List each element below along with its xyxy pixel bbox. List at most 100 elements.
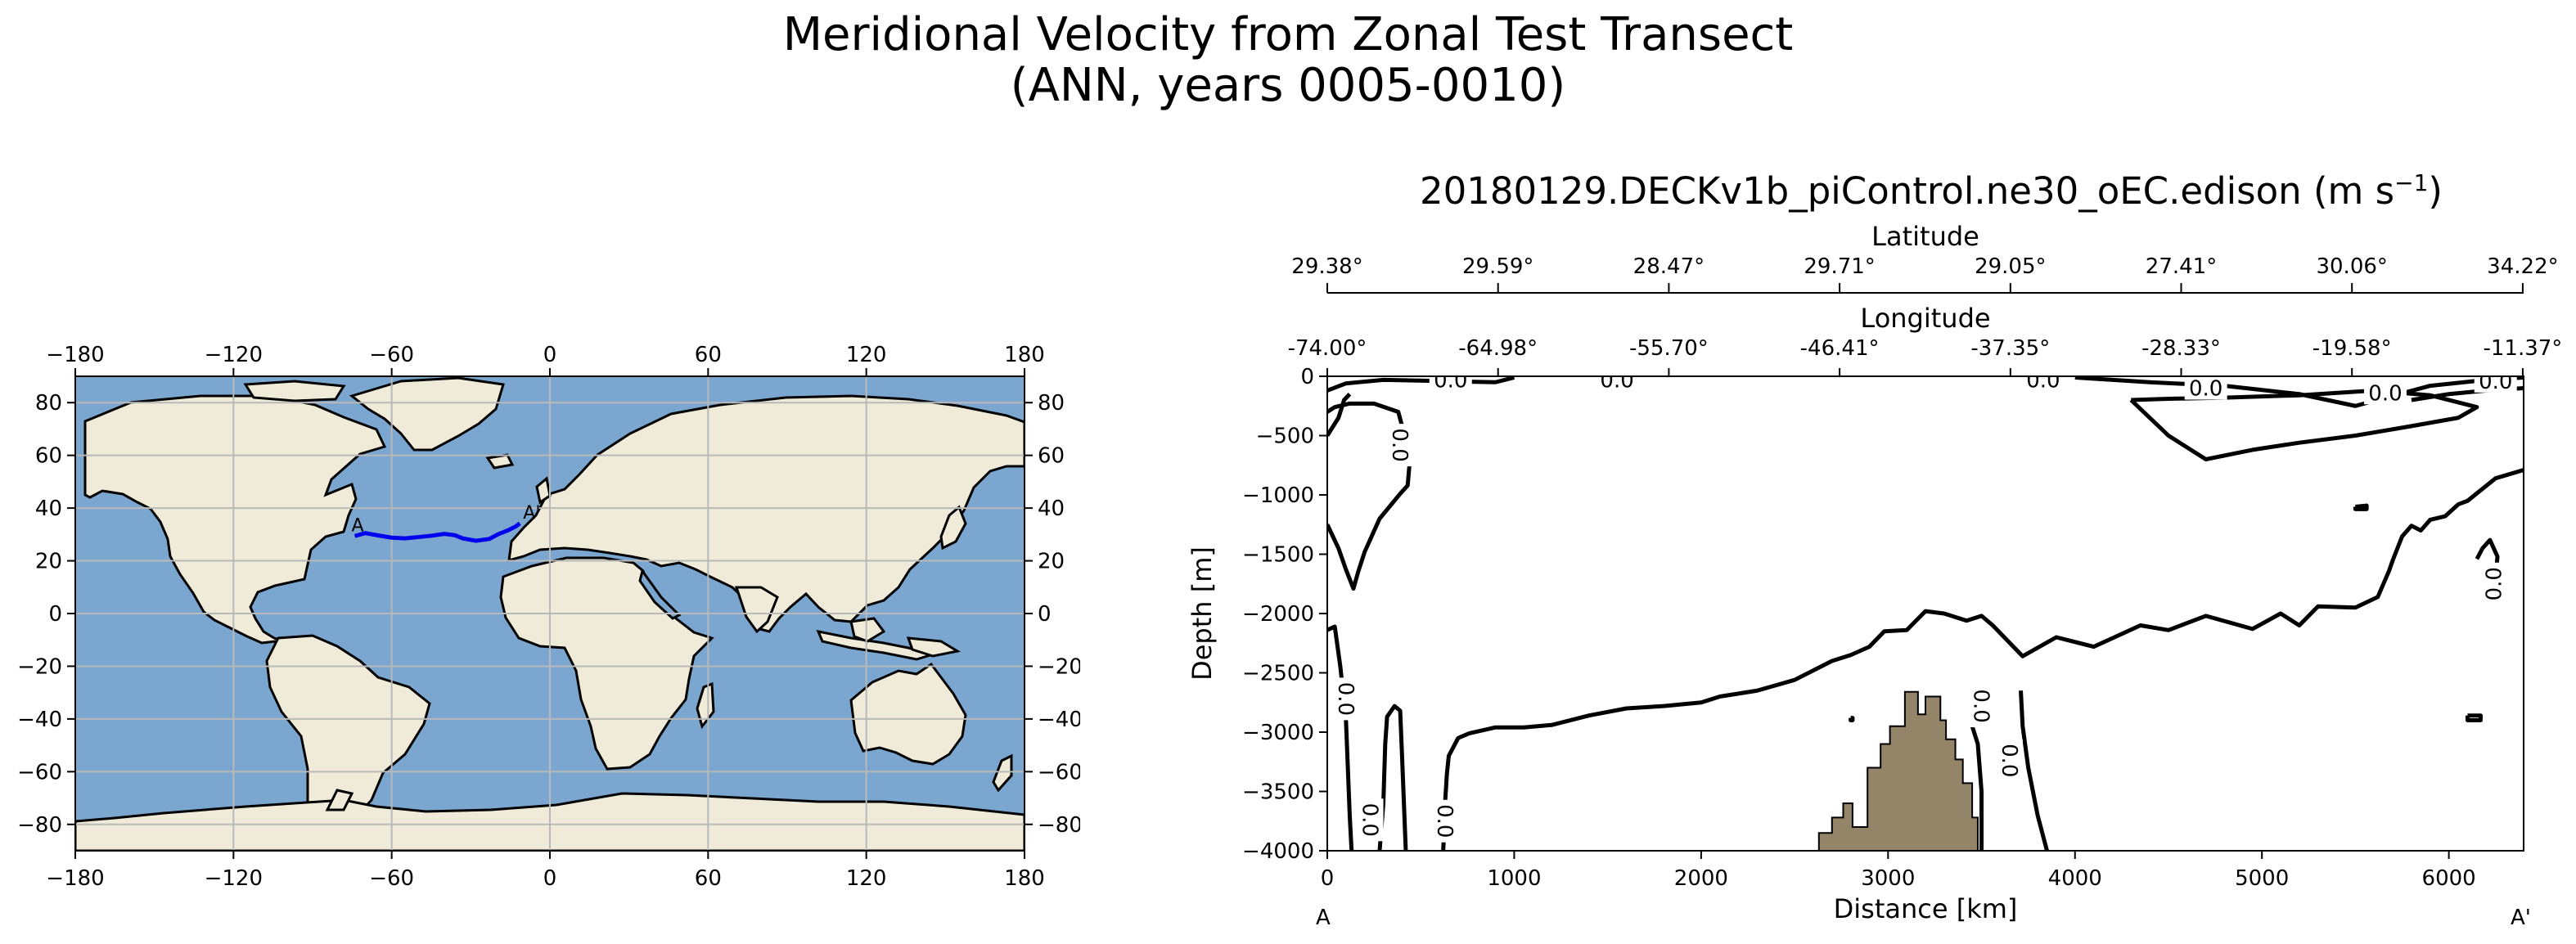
figure-title-line2: (ANN, years 0005-0010) [1010, 59, 1566, 112]
contour-label: 0.0 [1429, 368, 1472, 393]
longitude-tick-label: -64.98° [1458, 336, 1538, 361]
depth-tick-label: −2000 [1242, 602, 1314, 627]
latitude-ticks: 29.38° 29.59° 28.47° 29.71° 29.05° 27.41° 30.0… [1291, 254, 2559, 293]
small-eddy-2 [2465, 713, 2483, 722]
velocity-contours [1327, 376, 2524, 851]
contour-label: 0.0 [1596, 376, 1639, 393]
land-greenland [349, 376, 505, 452]
contour-label-bg [1389, 424, 1414, 467]
land-japan [939, 505, 967, 551]
latitude-tick-label: 28.47° [1633, 254, 1705, 279]
map-y-tick-label-right: −40 [1038, 708, 1080, 732]
latitude-tick-label: 29.59° [1462, 254, 1533, 279]
contour-label: 0.0 [1387, 424, 1414, 467]
x-axis-label: Distance [km] [1834, 893, 2018, 924]
contour-label-text: 0.0 [2368, 381, 2402, 406]
map-axis-ticks: −180 −180 −120 −120 −60 −60 0 0 60 60 120 120 180 180… [17, 343, 1080, 891]
chart-title: 20180129.DECKv1b_piControl.ne30_oEC.edis… [1326, 160, 2537, 214]
map-y-tick-label-left: 0 [48, 602, 62, 627]
contour-label-text: 0.0 [2026, 368, 2060, 393]
contour-label-text: 0.0 [1434, 368, 1467, 393]
depth-tick-label: −4000 [1242, 839, 1314, 864]
distance-tick-label: 2000 [1674, 866, 1728, 891]
map-y-tick-label-left: 40 [35, 497, 62, 521]
contour-label-text: 0.0 [1333, 682, 1358, 716]
depth-tick-label: 0 [1300, 365, 1314, 389]
map-x-tick-label-bottom: 60 [695, 866, 722, 891]
depth-tick-label: −3000 [1242, 721, 1314, 745]
transect-path [354, 521, 521, 543]
longitude-tick-label: -55.70° [1629, 336, 1709, 361]
map-x-tick-label-bottom: 0 [543, 866, 557, 891]
contour-label-text: 0.0 [2189, 377, 2222, 402]
map-y-tick-label-right: −60 [1038, 760, 1080, 784]
contour-label: 0.0 [2363, 380, 2407, 406]
contour-label-text: 0.0 [1432, 804, 1457, 838]
longitude-tick-label: -19.58° [2313, 336, 2392, 361]
map-y-tick-label-left: −80 [17, 813, 62, 838]
contour-label: 0.0 [2474, 376, 2517, 394]
contour-label-text: 0.0 [1387, 428, 1412, 461]
map-x-tick-label-top: 60 [695, 343, 722, 367]
map-y-tick-label-left: −40 [17, 708, 62, 732]
transect-end-label: A' [523, 503, 540, 524]
contour-label-text: 0.0 [1969, 689, 1993, 722]
longitude-tick-label: -28.33° [2141, 336, 2221, 361]
transect-section-chart: Latitude 29.38° 29.59° 28.47° 29.71° 29.05° 2… [1187, 221, 2562, 930]
contour-label-bg [1429, 376, 1472, 392]
contour-label-bg [2363, 380, 2407, 405]
contour-label-bg [1997, 739, 2023, 782]
contour-label-bg [1970, 685, 1995, 728]
bathymetry [1817, 690, 1979, 851]
longitude-tick-label: -11.37° [2483, 336, 2562, 361]
contour-label: 0.0 [1969, 685, 1995, 728]
main-zero-contour [1441, 468, 2524, 851]
distance-tick-label: 0 [1321, 866, 1335, 891]
contour-label: 0.0 [1432, 799, 1458, 843]
contour-label-bg [2184, 376, 2227, 400]
map-y-tick-label-right: −80 [1038, 813, 1080, 838]
map-x-tick-label-top: 0 [543, 343, 557, 367]
chart-title-units-exponent: −1 [2394, 169, 2429, 196]
map-x-tick-label-bottom: −120 [205, 866, 263, 891]
map-y-tick-label-right: 60 [1038, 444, 1065, 469]
west-deep-contour-left [1327, 624, 1354, 851]
distance-tick-label: 3000 [1861, 866, 1915, 891]
distance-ticks: 0 1000 2000 3000 4000 5000 6000 [1321, 851, 2476, 891]
surface-contour-west [1327, 376, 1515, 393]
map-x-tick-label-bottom: 120 [846, 866, 887, 891]
small-eddy-3 [1849, 716, 1855, 722]
contour-label: 0.0 [2184, 376, 2227, 402]
distance-tick-label: 1000 [1487, 866, 1541, 891]
longitude-tick-label: -74.00° [1288, 336, 1367, 361]
longitude-axis-label: Longitude [1860, 303, 1990, 334]
transect-location-map: A A' −180 −180 −120 −120 −60 −60 0 0 60 60 120 120 1… [17, 343, 1080, 891]
longitude-tick-label: -37.35° [1970, 336, 2050, 361]
contour-label-text: 0.0 [1997, 744, 2021, 777]
west-near-surface-contour [1327, 393, 1352, 437]
contour-label-bg [2474, 376, 2517, 393]
distance-tick-label: 5000 [2235, 866, 2289, 891]
latitude-tick-label: 27.41° [2146, 254, 2217, 279]
map-y-tick-label-right: 80 [1038, 391, 1065, 416]
contour-label: 0.0 [2480, 562, 2506, 605]
map-y-tick-label-left: 80 [35, 391, 62, 416]
depth-tick-label: −1000 [1242, 483, 1314, 508]
land-india [734, 586, 779, 634]
contour-label-bg [1334, 677, 1359, 721]
land-borneo [849, 617, 886, 643]
map-x-tick-label-top: −60 [369, 343, 414, 367]
latitude-tick-label: 29.05° [1975, 254, 2046, 279]
small-eddy-1 [2353, 503, 2369, 511]
map-x-tick-label-bottom: −180 [46, 866, 104, 891]
depth-tick-label: −500 [1256, 425, 1314, 449]
ridge-east-contour-b [2019, 690, 2049, 851]
depth-ticks: 0 −500 −1000 −1500 −2000 −2500 −3000 −3500 −4000 [1242, 365, 1327, 864]
endpoint-end-label: A' [2511, 906, 2531, 930]
map-y-tick-label-left: 60 [35, 444, 62, 469]
map-x-tick-label-top: −180 [46, 343, 104, 367]
map-y-tick-label-left: −20 [17, 654, 62, 679]
map-y-tick-label-left: −60 [17, 760, 62, 784]
contour-label-text: 0.0 [1358, 803, 1382, 837]
depth-tick-label: −2500 [1242, 662, 1314, 686]
